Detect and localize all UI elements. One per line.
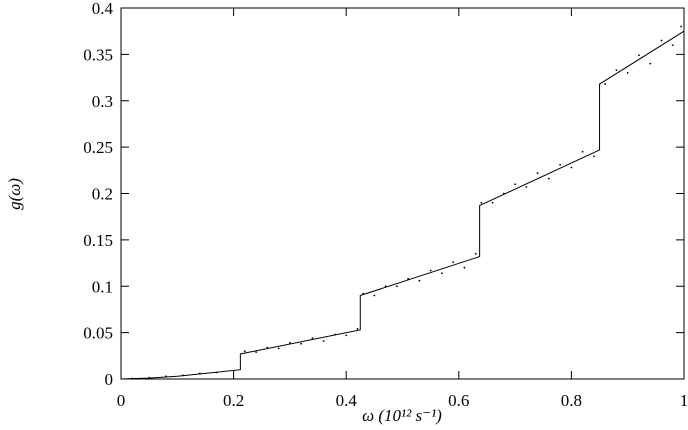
x-tick-label: 1	[680, 391, 688, 410]
data-point	[615, 69, 618, 72]
data-point	[395, 285, 398, 288]
data-point	[525, 186, 528, 188]
y-tick-label: 0	[105, 370, 114, 389]
y-axis-label: g(ω)	[5, 178, 24, 210]
data-point	[266, 346, 269, 349]
x-tick-label: 0.6	[448, 391, 469, 410]
plot-frame	[120, 7, 685, 380]
x-tick-label: 0.8	[561, 391, 582, 410]
data-line	[120, 30, 685, 380]
data-point	[322, 340, 325, 342]
data-point	[680, 25, 683, 28]
y-tick-label: 0.1	[92, 277, 113, 296]
x-axis-label: ω (10¹² s⁻¹)	[362, 406, 442, 425]
y-tick-label: 0.25	[83, 138, 113, 157]
data-point	[649, 62, 652, 65]
data-point	[581, 150, 584, 153]
data-point	[559, 163, 562, 166]
data-point	[418, 279, 421, 282]
data-point	[373, 294, 376, 297]
y-tick-label: 0.4	[92, 0, 114, 18]
data-point	[604, 83, 607, 85]
y-tick-label: 0.05	[83, 324, 113, 343]
y-tick-label: 0.35	[83, 45, 113, 64]
x-tick-label: 0.4	[336, 391, 358, 410]
data-point	[593, 155, 595, 158]
data-point	[452, 261, 455, 264]
data-point	[536, 172, 539, 174]
data-point	[277, 347, 280, 350]
y-tick-label: 0.3	[92, 92, 113, 111]
y-tick-label: 0.15	[83, 231, 113, 250]
data-point	[356, 328, 359, 330]
data-point	[300, 342, 303, 345]
data-point	[570, 166, 573, 169]
data-point	[255, 351, 258, 354]
data-point	[441, 272, 443, 275]
data-point	[429, 269, 432, 272]
data-point	[243, 350, 246, 353]
data-point	[480, 201, 483, 204]
data-point	[638, 54, 640, 57]
y-tick-label: 0.2	[92, 185, 113, 204]
data-point	[671, 44, 674, 46]
data-point	[463, 266, 466, 269]
data-point	[491, 201, 494, 204]
data-point	[474, 252, 477, 255]
data-point	[289, 341, 291, 344]
data-point	[514, 183, 516, 186]
data-point	[547, 177, 550, 180]
x-tick-label: 0.2	[223, 391, 244, 410]
data-point	[626, 72, 629, 74]
data-point	[311, 337, 314, 340]
data-point	[345, 334, 348, 337]
data-point	[660, 39, 663, 42]
x-tick-label: 0	[117, 391, 126, 410]
